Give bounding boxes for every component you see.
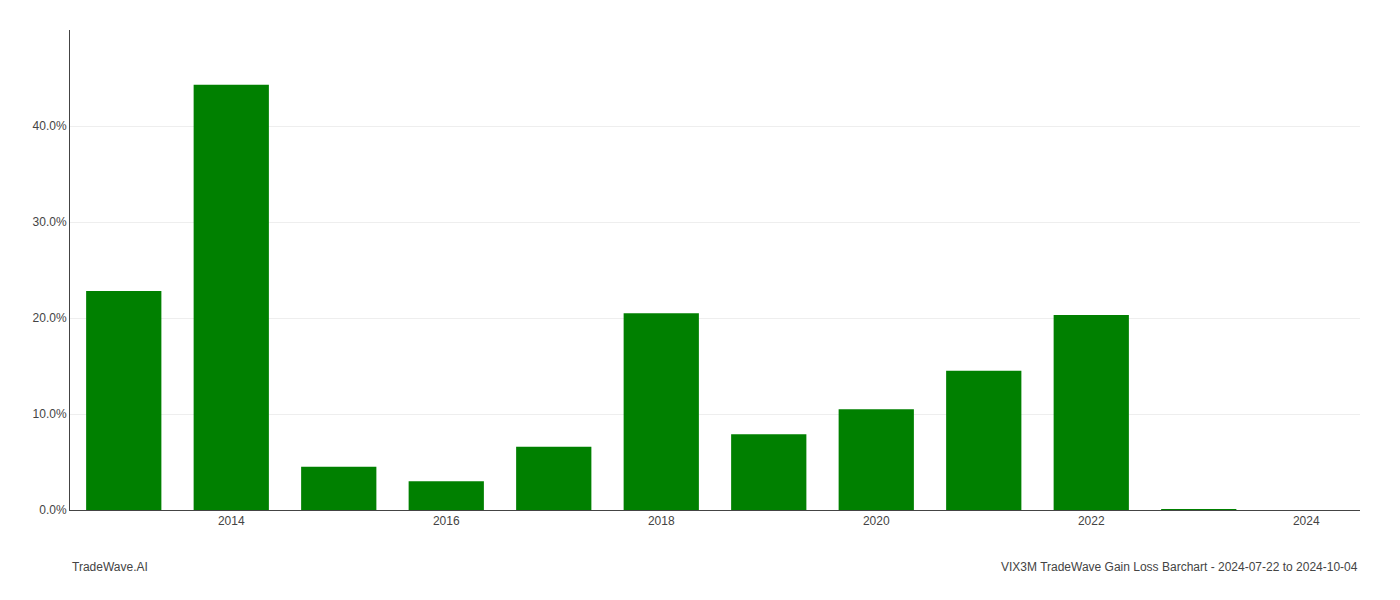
svg-text:2016: 2016 [433,514,460,528]
svg-text:20.0%: 20.0% [33,311,67,325]
svg-text:2024: 2024 [1293,514,1320,528]
svg-text:40.0%: 40.0% [33,119,67,133]
svg-text:2020: 2020 [863,514,890,528]
svg-text:TradeWave.AI: TradeWave.AI [72,560,148,574]
svg-text:VIX3M TradeWave Gain Loss Barc: VIX3M TradeWave Gain Loss Barchart - 202… [1001,560,1358,574]
svg-text:30.0%: 30.0% [33,215,67,229]
svg-text:10.0%: 10.0% [33,407,67,421]
svg-text:2018: 2018 [648,514,675,528]
svg-text:2014: 2014 [218,514,245,528]
svg-text:2022: 2022 [1078,514,1105,528]
svg-text:0.0%: 0.0% [39,503,67,517]
